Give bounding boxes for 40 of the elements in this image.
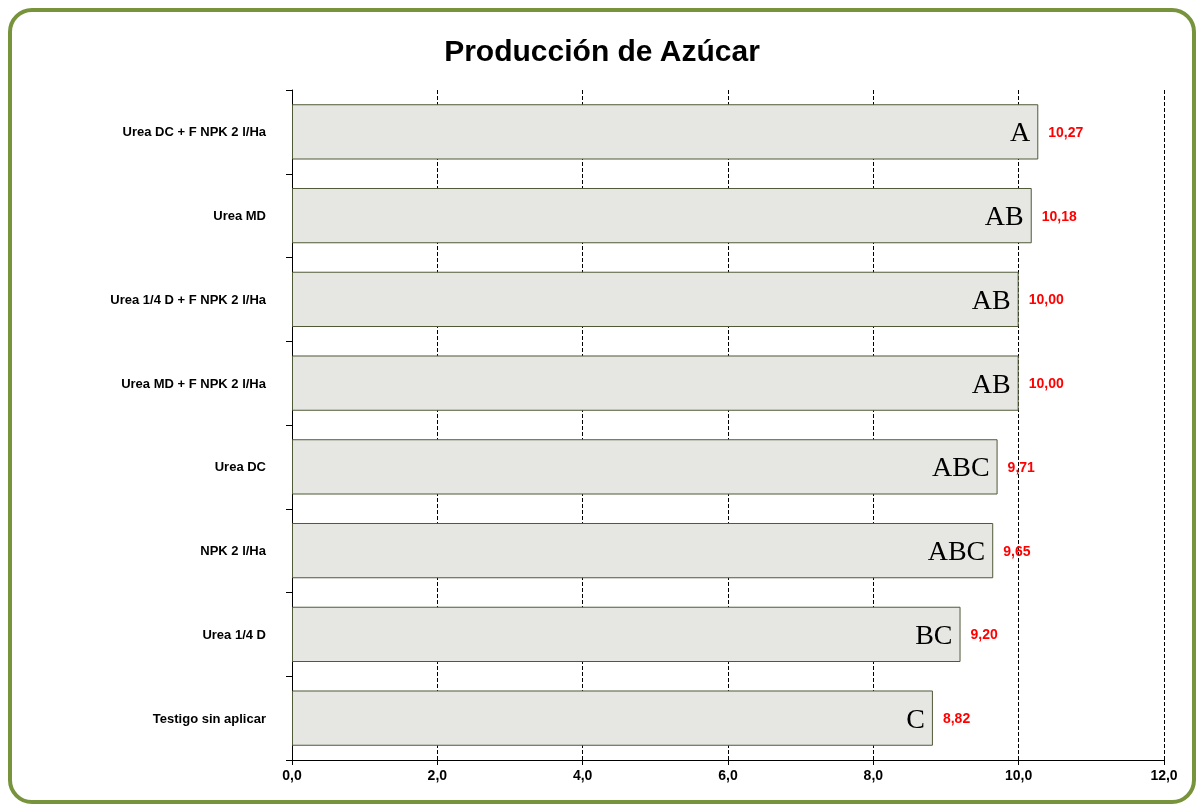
bar bbox=[292, 187, 1032, 244]
y-tick-label: Urea DC bbox=[214, 459, 267, 475]
x-tick-label: 8,0 bbox=[863, 767, 884, 783]
data-label: 9,71 bbox=[1007, 458, 1036, 475]
data-label: 9,20 bbox=[970, 626, 998, 643]
data-label: 10,00 bbox=[1028, 375, 1064, 392]
y-tick-label: NPK 2 l/Ha bbox=[200, 543, 267, 559]
data-label: 10,18 bbox=[1041, 207, 1077, 224]
bar bbox=[292, 690, 933, 746]
y-tick-label: Urea MD + F NPK 2 l/Ha bbox=[121, 375, 267, 391]
annotation: A bbox=[1010, 116, 1032, 148]
annotation: AB bbox=[971, 283, 1011, 315]
annotation: AB bbox=[984, 200, 1024, 232]
y-tick-label: Urea 1/4 D bbox=[202, 626, 266, 642]
annotation: ABC bbox=[927, 535, 986, 567]
bar bbox=[292, 606, 961, 663]
bar bbox=[292, 104, 1039, 160]
bar bbox=[292, 439, 998, 495]
annotation: C bbox=[906, 702, 925, 734]
chart-title: Producción de Azúcar bbox=[444, 33, 761, 67]
annotation: ABC bbox=[932, 451, 990, 483]
data-label: 10,00 bbox=[1028, 291, 1064, 308]
x-tick-label: 4,0 bbox=[572, 767, 593, 783]
y-tick-label: Urea MD bbox=[213, 208, 266, 224]
bar bbox=[292, 522, 994, 579]
annotation: AB bbox=[971, 367, 1011, 399]
x-tick-label: 12,0 bbox=[1150, 767, 1178, 783]
x-tick-label: 6,0 bbox=[718, 767, 738, 783]
x-tick-label: 2,0 bbox=[427, 767, 448, 783]
y-tick-label: Urea DC + F NPK 2 l/Ha bbox=[122, 124, 267, 140]
y-tick-label: Testigo sin aplicar bbox=[152, 710, 266, 726]
annotation: BC bbox=[915, 618, 953, 650]
data-label: 8,82 bbox=[942, 710, 971, 727]
bar bbox=[292, 355, 1019, 411]
x-tick-label: 0,0 bbox=[282, 767, 302, 783]
bar bbox=[292, 271, 1019, 328]
data-label: 9,65 bbox=[1003, 542, 1031, 559]
data-label: 10,27 bbox=[1048, 123, 1084, 140]
y-tick-label: Urea 1/4 D + F NPK 2 l/Ha bbox=[110, 291, 267, 307]
x-tick-label: 10,0 bbox=[1005, 767, 1033, 783]
